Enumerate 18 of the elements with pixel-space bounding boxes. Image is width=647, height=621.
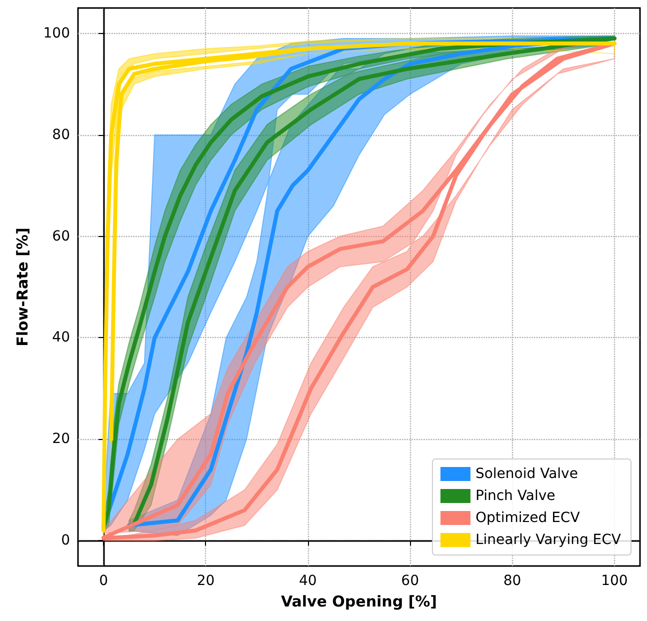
legend-label: Solenoid Valve [475,466,578,482]
y-tick-label: 100 [43,25,70,42]
x-tick-label: 0 [99,573,108,589]
y-tick-label: 0 [61,532,70,549]
x-tick-label: 60 [401,573,420,589]
y-tick-label: 60 [52,228,70,244]
x-tick-label: 40 [298,573,317,589]
x-tick-label: 80 [503,573,522,589]
legend-label: Pinch Valve [475,488,556,504]
y-axis-title: Flow-Rate [%] [14,228,32,346]
y-tick-label: 80 [52,126,70,143]
legend-label: Optimized ECV [475,510,580,526]
x-tick-label: 100 [601,573,628,589]
legend-label: Linearly Varying ECV [475,532,622,548]
x-tick-label: 20 [196,573,215,589]
y-tick-label: 20 [52,431,70,448]
x-axis-title: Valve Opening [%] [280,592,438,610]
y-tick-label: 40 [52,330,70,346]
